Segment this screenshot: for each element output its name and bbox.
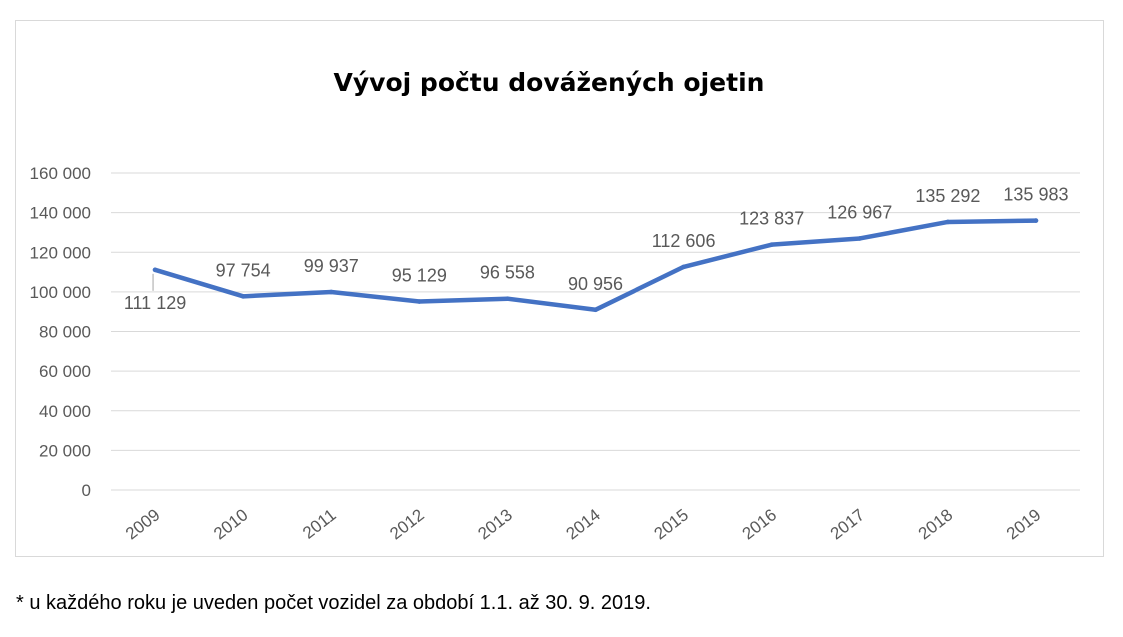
chart-title: Vývoj počtu dovážených ojetin bbox=[334, 68, 765, 97]
data-label: 112 606 bbox=[652, 231, 716, 251]
x-tick-label: 2010 bbox=[210, 505, 252, 543]
x-tick-label: 2013 bbox=[474, 505, 516, 543]
data-point bbox=[240, 294, 246, 299]
data-label: 135 292 bbox=[915, 186, 980, 206]
data-point bbox=[945, 219, 951, 225]
data-point bbox=[505, 296, 510, 301]
x-tick-label: 2016 bbox=[739, 505, 781, 543]
data-label: 123 837 bbox=[739, 209, 804, 229]
x-tick-label: 2014 bbox=[562, 505, 604, 543]
data-label: 126 967 bbox=[827, 202, 892, 222]
x-tick-label: 2012 bbox=[386, 505, 428, 543]
data-point bbox=[152, 267, 158, 273]
x-tick-label: 2011 bbox=[299, 505, 340, 542]
y-tick-label: 40 000 bbox=[39, 402, 91, 421]
y-tick-label: 80 000 bbox=[39, 323, 91, 342]
series-line bbox=[152, 218, 1039, 313]
footnote: * u každého roku je uveden počet vozidel… bbox=[16, 592, 651, 614]
chart-container: Vývoj počtu dovážených ojetin 0 20 000 40 0… bbox=[15, 20, 1104, 557]
x-tick-label: 2015 bbox=[651, 505, 693, 543]
line-chart: Vývoj počtu dovážených ojetin 0 20 000 40 0… bbox=[30, 68, 1080, 543]
y-tick-label: 120 000 bbox=[30, 243, 91, 262]
y-tick-label: 160 000 bbox=[30, 164, 91, 183]
data-label: 99 937 bbox=[304, 256, 359, 276]
y-tick-label: 0 bbox=[82, 481, 91, 500]
data-point bbox=[593, 307, 598, 313]
data-label: 97 754 bbox=[216, 260, 271, 280]
y-tick-label: 100 000 bbox=[30, 283, 91, 302]
data-point bbox=[328, 289, 334, 295]
x-tick-label: 2018 bbox=[915, 505, 957, 543]
data-point bbox=[769, 242, 774, 247]
data-label: 90 956 bbox=[568, 274, 623, 294]
data-point bbox=[417, 299, 422, 304]
y-tick-label: 60 000 bbox=[39, 362, 91, 381]
y-tick-label: 140 000 bbox=[30, 204, 91, 223]
x-tick-label: 2019 bbox=[1003, 505, 1045, 543]
data-label: 111 129 bbox=[124, 293, 186, 313]
data-label: 135 983 bbox=[1003, 185, 1068, 205]
data-label: 96 558 bbox=[480, 263, 535, 283]
data-label: 95 129 bbox=[392, 266, 447, 286]
x-tick-label: 2009 bbox=[122, 505, 164, 543]
y-tick-label: 20 000 bbox=[39, 441, 91, 460]
x-tick-label: 2017 bbox=[827, 505, 869, 543]
data-point bbox=[857, 236, 863, 241]
data-point bbox=[1033, 218, 1039, 223]
data-point bbox=[681, 264, 686, 270]
